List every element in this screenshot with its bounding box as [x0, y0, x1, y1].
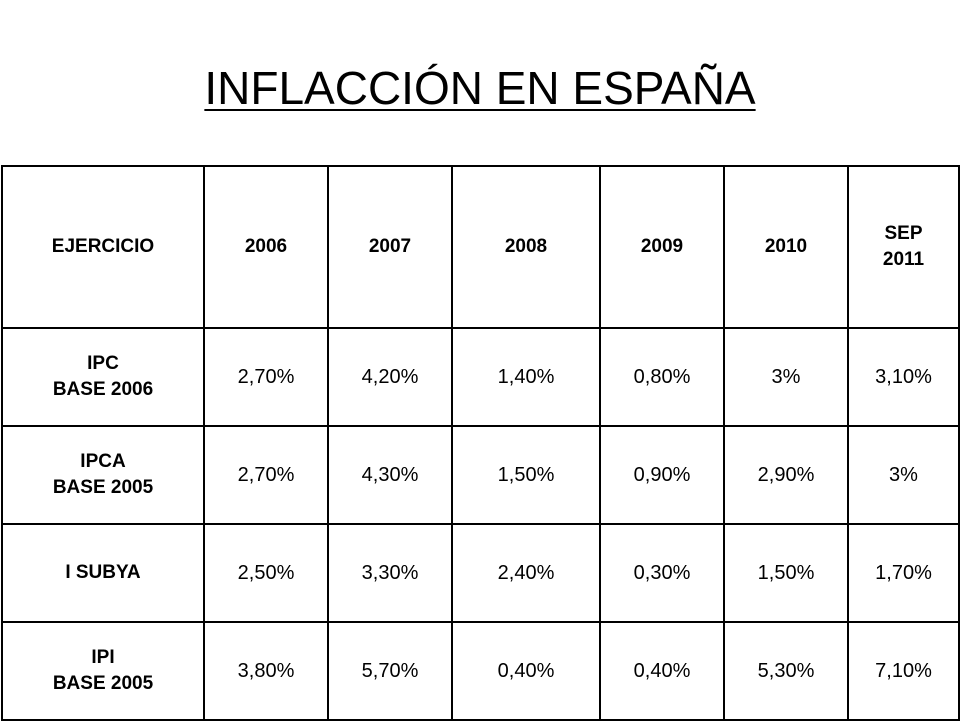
header-cell-year: 2009: [599, 165, 725, 329]
row-label-ipca: IPCA BASE 2005: [1, 425, 205, 525]
table-cell: 5,70%: [327, 621, 453, 721]
table-cell: 3,80%: [203, 621, 329, 721]
header-cell-year: 2007: [327, 165, 453, 329]
table-cell: 2,90%: [723, 425, 849, 525]
table-cell: 7,10%: [847, 621, 960, 721]
header-cell-year: 2006: [203, 165, 329, 329]
table-cell: 0,30%: [599, 523, 725, 623]
table-cell: 2,70%: [203, 327, 329, 427]
table-header-row: EJERCICIO 2006 2007 2008 2009 2010 SEP 2…: [1, 165, 960, 329]
table-cell: 0,80%: [599, 327, 725, 427]
table-row: IPC BASE 2006 2,70% 4,20% 1,40% 0,80% 3%…: [1, 327, 960, 427]
row-label-ipi: IPI BASE 2005: [1, 621, 205, 721]
row-label-line: I SUBYA: [65, 562, 141, 583]
table-cell: 3,10%: [847, 327, 960, 427]
inflation-table: EJERCICIO 2006 2007 2008 2009 2010 SEP 2…: [1, 165, 960, 721]
table-cell: 1,50%: [723, 523, 849, 623]
header-cell-year: 2010: [723, 165, 849, 329]
row-label-ipc: IPC BASE 2006: [1, 327, 205, 427]
table-cell: 3,30%: [327, 523, 453, 623]
table-cell: 1,70%: [847, 523, 960, 623]
table-cell: 2,40%: [451, 523, 601, 623]
row-label-line: BASE 2005: [52, 477, 154, 498]
row-label-line: IPC: [87, 353, 119, 374]
table-cell: 1,40%: [451, 327, 601, 427]
header-cell-line: 2011: [882, 249, 925, 270]
page-title: INFLACCIÓN EN ESPAÑA: [204, 62, 756, 114]
header-cell-sep-2011: SEP 2011: [847, 165, 960, 329]
table-cell: 3%: [723, 327, 849, 427]
row-label-line: BASE 2006: [52, 379, 154, 400]
table-cell: 4,30%: [327, 425, 453, 525]
table-cell: 2,70%: [203, 425, 329, 525]
table-cell: 0,40%: [599, 621, 725, 721]
table-cell: 3%: [847, 425, 960, 525]
table-row: IPCA BASE 2005 2,70% 4,30% 1,50% 0,90% 2…: [1, 425, 960, 525]
table-cell: 2,50%: [203, 523, 329, 623]
row-label-line: BASE 2005: [52, 673, 154, 694]
header-cell-line: SEP: [884, 223, 923, 244]
table-cell: 1,50%: [451, 425, 601, 525]
table-cell: 0,40%: [451, 621, 601, 721]
row-label-line: IPI: [91, 647, 115, 668]
header-cell-year: 2008: [451, 165, 601, 329]
table-cell: 4,20%: [327, 327, 453, 427]
table-row: IPI BASE 2005 3,80% 5,70% 0,40% 0,40% 5,…: [1, 621, 960, 721]
table-cell: 5,30%: [723, 621, 849, 721]
header-cell-ejercicio: EJERCICIO: [1, 165, 205, 329]
row-label-line: IPCA: [80, 451, 126, 472]
table-cell: 0,90%: [599, 425, 725, 525]
row-label-i-subya: I SUBYA: [1, 523, 205, 623]
table-row: I SUBYA 2,50% 3,30% 2,40% 0,30% 1,50% 1,…: [1, 523, 960, 623]
